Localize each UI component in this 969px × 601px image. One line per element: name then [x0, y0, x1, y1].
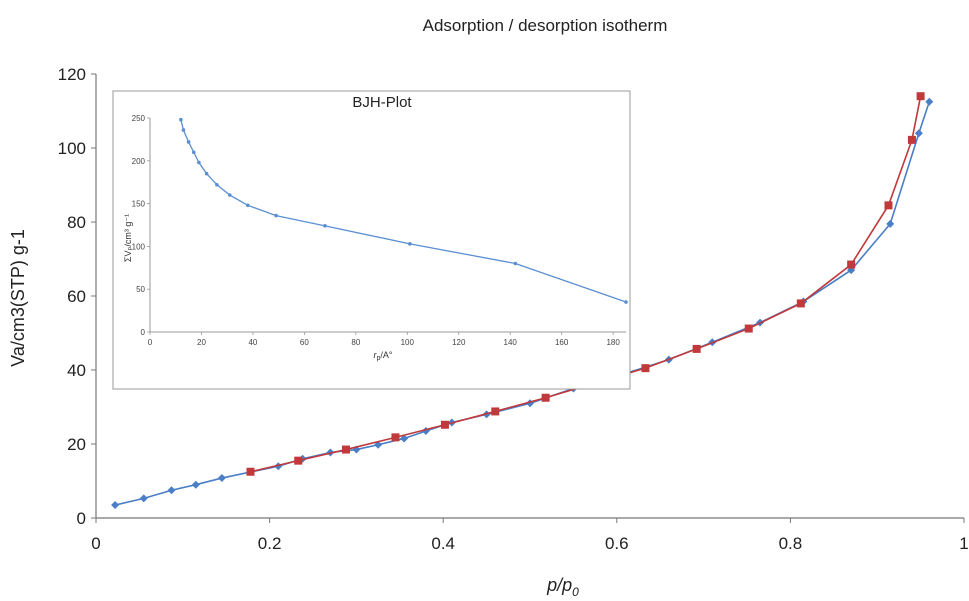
inset-x-tick-label: 20 [197, 338, 206, 347]
main-series-2-point [294, 456, 303, 465]
inset-y-axis-label: ΣVₚ/cm³ g⁻¹ [123, 214, 133, 262]
main-series-2-point [341, 445, 350, 454]
main-series-2-point [847, 260, 856, 269]
inset-series-point [227, 193, 232, 197]
main-x-ticks: 0 0.2 0.4 0.6 0.8 1 [91, 518, 969, 553]
inset-series-point [186, 140, 191, 144]
inset-x-tick-label: 140 [504, 338, 518, 347]
main-series-1-point [914, 129, 923, 138]
inset-x-axis-label-main: r [373, 350, 377, 360]
inset-x-tick-label: 60 [300, 338, 309, 347]
inset-y-tick-label: 100 [132, 242, 146, 251]
inset-series-point [181, 128, 186, 132]
main-series-1-point [111, 501, 120, 510]
main-x-tick-label: 0.2 [258, 534, 282, 553]
main-series-1-point [191, 480, 200, 489]
main-x-tick-label: 0.4 [431, 534, 455, 553]
inset-series-group [179, 117, 628, 304]
main-series-1-point [886, 219, 895, 228]
inset-x-tick-label: 180 [606, 338, 620, 347]
inset-series-point [624, 300, 628, 304]
main-y-tick-label: 20 [67, 435, 86, 454]
main-x-tick-label: 0.8 [779, 534, 803, 553]
main-x-axis-label-subscript: 0 [572, 585, 579, 599]
inset-y-tick-label: 150 [132, 200, 146, 209]
main-series-1-point [167, 486, 176, 495]
inset-x-tick-label: 0 [148, 338, 153, 347]
inset-series-point [323, 224, 327, 228]
main-series-2-point [491, 407, 500, 416]
inset-series-point [274, 213, 278, 218]
main-y-tick-label: 60 [67, 287, 86, 306]
inset-series-point [408, 242, 412, 246]
main-series-2-point [796, 299, 805, 308]
inset-series-point [215, 182, 219, 187]
main-y-tick-label: 120 [58, 65, 86, 84]
inset-x-axis-label-tail: /A° [380, 350, 393, 360]
main-series-2-point [440, 420, 449, 429]
inset-series-point [191, 150, 196, 155]
main-x-axis-label: p/p0 [546, 575, 579, 599]
main-x-tick-label: 1 [959, 534, 968, 553]
inset-x-tick-label: 120 [452, 338, 466, 347]
main-series-1-point [139, 494, 148, 503]
inset-y-tick-label: 50 [136, 285, 145, 294]
inset-title: BJH-Plot [352, 94, 412, 111]
inset-y-tick-label: 200 [132, 157, 146, 166]
main-series-2-point [692, 344, 701, 353]
main-y-tick-label: 0 [77, 509, 86, 528]
main-x-tick-label: 0.6 [605, 534, 629, 553]
main-series-2-point [246, 467, 255, 476]
inset-y-tick-label: 0 [141, 328, 146, 337]
main-series-2-point [916, 92, 925, 101]
main-y-tick-label: 40 [67, 361, 86, 380]
main-series-1-point [925, 97, 934, 106]
main-series-1-point [217, 474, 226, 483]
inset-series-point [179, 117, 183, 122]
main-series-2-point [884, 201, 893, 210]
inset-series-point [245, 203, 250, 208]
main-y-tick-label: 80 [67, 213, 86, 232]
main-y-tick-label: 100 [58, 139, 86, 158]
main-series-2-point [391, 433, 400, 442]
inset-x-tick-label: 100 [401, 338, 415, 347]
main-chart-title: Adsorption / desorption isotherm [423, 16, 668, 35]
main-series-2-point [907, 135, 916, 144]
bjh-inset: BJH-Plot 0 50 100 150 200 250 0 20 40 60 80 100 120… [112, 90, 631, 390]
main-x-tick-label: 0 [91, 534, 100, 553]
inset-y-ticks: 0 50 100 150 200 250 [132, 114, 150, 337]
main-series-2-point [744, 324, 753, 333]
main-y-ticks: 0 20 40 60 80 100 120 [58, 65, 96, 528]
inset-x-tick-label: 80 [351, 338, 360, 347]
main-series-2-point [641, 364, 650, 373]
inset-series-point [513, 261, 518, 266]
inset-series-line [180, 119, 627, 303]
inset-x-axis-label-subscript: p [376, 355, 380, 362]
main-x-axis-label-main: p/p [546, 575, 572, 595]
inset-frame [112, 90, 631, 390]
inset-x-tick-label: 40 [248, 338, 257, 347]
main-y-axis-label: Va/cm3(STP) g-1 [8, 229, 28, 367]
inset-series-point [204, 171, 209, 176]
inset-series-point [197, 160, 201, 165]
inset-x-tick-label: 160 [555, 338, 569, 347]
inset-x-axis-label: rp/A° [373, 350, 392, 362]
inset-x-ticks: 0 20 40 60 80 100 120 140 160 180 [148, 332, 620, 347]
main-series-2-point [541, 393, 550, 402]
inset-y-tick-label: 250 [132, 114, 146, 123]
